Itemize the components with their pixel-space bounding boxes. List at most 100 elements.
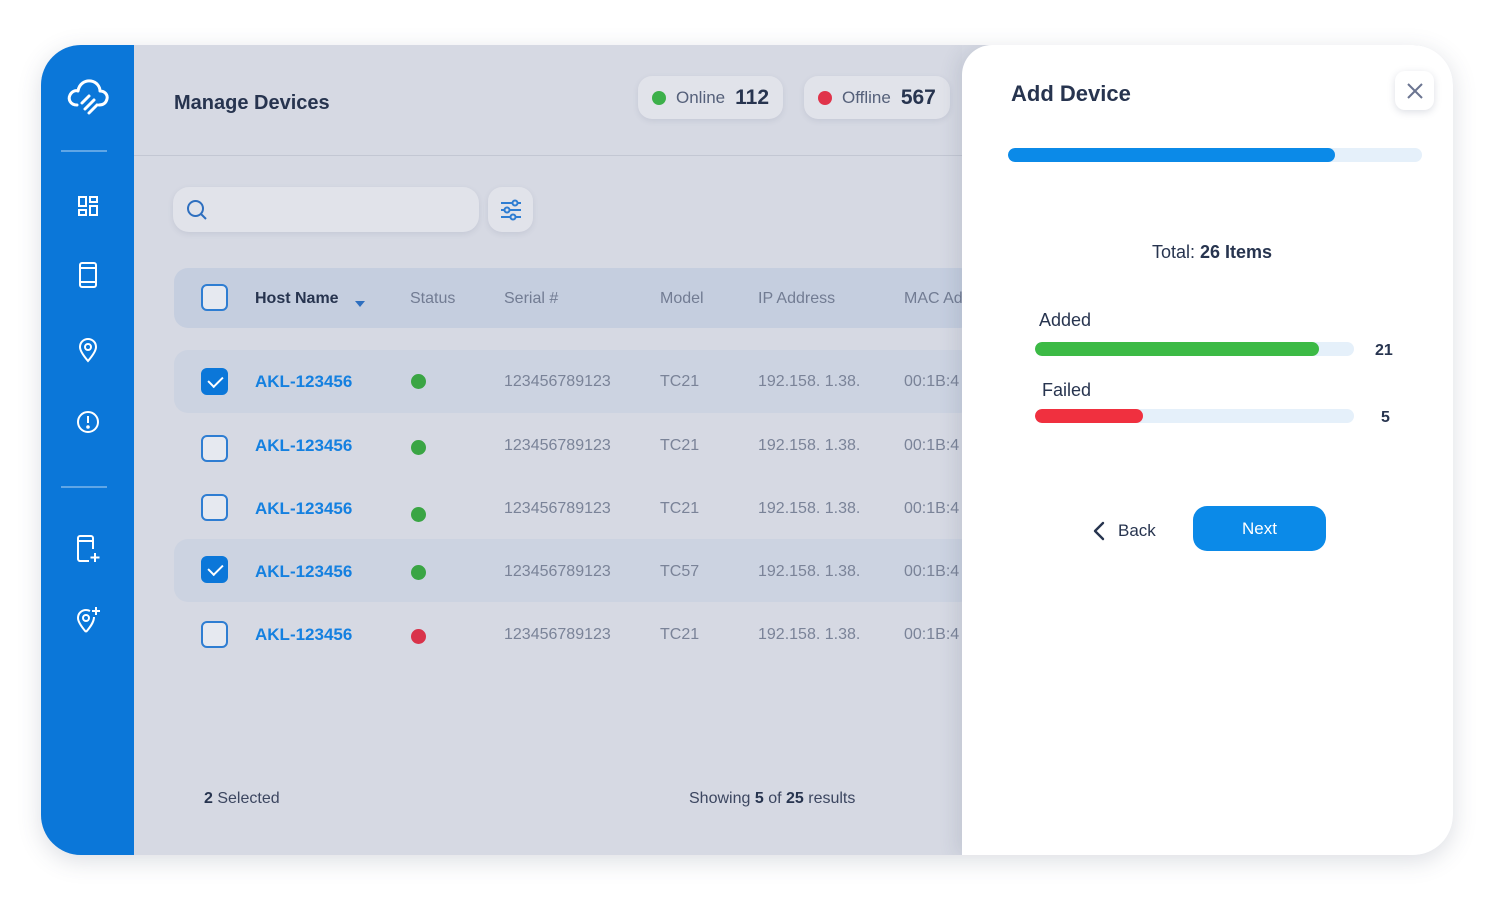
model-cell: TC21 [660, 500, 700, 517]
host-name-link[interactable]: AKL-123456 [255, 562, 353, 581]
column-status[interactable]: Status [410, 290, 456, 307]
online-dot-icon [652, 90, 666, 105]
sidebar-divider [61, 150, 107, 152]
ip-cell: 192.158. 1.38. [758, 437, 861, 454]
column-mac-address[interactable]: MAC Ad [904, 290, 963, 307]
wizard-progress-bar [1008, 148, 1422, 162]
showing-of: of [768, 790, 782, 807]
add-location-icon[interactable] [41, 605, 134, 635]
status-online-dot [411, 440, 426, 455]
sidebar [41, 45, 134, 855]
table-row[interactable]: AKL-123456 123456789123 TC21 192.158. 1.… [174, 413, 974, 476]
selected-count-text: 2 Selected [204, 790, 280, 808]
added-bar-fill [1035, 342, 1319, 356]
sliders-icon [500, 199, 521, 220]
showing-total: 25 [785, 790, 804, 807]
chevron-left-icon [1093, 521, 1105, 541]
serial-cell: 123456789123 [504, 500, 611, 517]
mac-cell: 00:1B:4 [904, 626, 960, 643]
row-checkbox[interactable] [201, 435, 228, 462]
selected-label: Selected [217, 790, 280, 807]
select-all-checkbox[interactable] [201, 284, 228, 311]
back-label: Back [1118, 521, 1156, 540]
host-name-link[interactable]: AKL-123456 [255, 372, 353, 391]
offline-count: 567 [900, 85, 936, 109]
sidebar-divider [61, 486, 107, 488]
panel-title: Add Device [1011, 81, 1131, 106]
alert-icon[interactable] [41, 409, 134, 435]
online-stat: Online 112 [638, 76, 784, 119]
status-online-dot [411, 507, 426, 522]
ip-cell: 192.158. 1.38. [758, 563, 861, 580]
close-icon [1406, 82, 1423, 99]
model-cell: TC21 [660, 373, 700, 390]
mac-cell: 00:1B:4 [904, 500, 960, 517]
serial-cell: 123456789123 [504, 373, 611, 390]
added-bar [1035, 342, 1354, 356]
offline-dot-icon [818, 90, 832, 105]
selected-count: 2 [204, 790, 213, 807]
serial-cell: 123456789123 [504, 563, 611, 580]
search-input[interactable] [173, 187, 479, 232]
ip-cell: 192.158. 1.38. [758, 626, 861, 643]
status-online-dot [411, 565, 426, 580]
app-window: Manage Devices Online 112 Offline 567 [41, 45, 1453, 855]
back-button[interactable]: Back [1092, 516, 1156, 546]
online-label: Online [676, 87, 726, 107]
close-button[interactable] [1395, 71, 1434, 110]
added-label: Added [1039, 310, 1092, 330]
add-device-panel: Add Device Total: 26 Items Added 21 Fail… [962, 45, 1453, 855]
mac-cell: 00:1B:4 [904, 563, 960, 580]
ip-cell: 192.158. 1.38. [758, 373, 861, 390]
model-cell: TC21 [660, 437, 700, 454]
model-cell: TC57 [660, 563, 700, 580]
total-label: Total: [1151, 242, 1195, 262]
offline-stat: Offline 567 [804, 76, 950, 119]
header-divider [134, 155, 962, 156]
failed-bar-fill [1035, 409, 1144, 423]
row-checkbox[interactable] [201, 556, 228, 583]
search-icon [186, 199, 208, 226]
total-value: 26 Items [1200, 242, 1273, 262]
offline-label: Offline [842, 87, 891, 107]
host-name-link[interactable]: AKL-123456 [255, 499, 353, 518]
table-row[interactable]: AKL-123456 123456789123 TC21 192.158. 1.… [174, 476, 974, 539]
add-device-icon[interactable] [41, 534, 134, 564]
wizard-progress-fill [1008, 148, 1336, 162]
column-model[interactable]: Model [660, 290, 704, 307]
mac-cell: 00:1B:4 [904, 437, 960, 454]
filter-button[interactable] [488, 187, 533, 232]
dashboard-icon[interactable] [41, 195, 134, 217]
table-row[interactable]: AKL-123456 123456789123 TC21 192.158. 1.… [174, 602, 974, 665]
next-button[interactable]: Next [1193, 506, 1326, 551]
table-row[interactable]: AKL-123456 123456789123 TC21 192.158. 1.… [174, 350, 974, 413]
location-icon[interactable] [41, 337, 134, 363]
showing-suffix: results [808, 790, 856, 807]
row-checkbox[interactable] [201, 494, 228, 521]
main-content: Manage Devices Online 112 Offline 567 [134, 45, 974, 855]
table-row[interactable]: AKL-123456 123456789123 TC57 192.158. 1.… [174, 539, 974, 602]
total-items: Total: 26 Items [962, 242, 1453, 263]
row-checkbox[interactable] [201, 621, 228, 648]
sort-down-icon[interactable] [354, 295, 366, 313]
table-header: Host Name Status Serial # Model IP Addre… [174, 268, 974, 328]
column-host-name[interactable]: Host Name [255, 290, 339, 307]
serial-cell: 123456789123 [504, 626, 611, 643]
added-count: 21 [1375, 342, 1393, 359]
host-name-link[interactable]: AKL-123456 [255, 436, 353, 455]
device-icon[interactable] [41, 261, 134, 289]
showing-prefix: Showing [689, 790, 751, 807]
column-ip-address[interactable]: IP Address [758, 290, 836, 307]
pagination-summary: Showing 5 of 25 results [689, 790, 855, 808]
showing-count: 5 [754, 790, 764, 807]
status-offline-dot [411, 629, 426, 644]
cloud-logo-icon [41, 75, 134, 119]
ip-cell: 192.158. 1.38. [758, 500, 861, 517]
page-title: Manage Devices [174, 92, 330, 114]
row-checkbox[interactable] [201, 368, 228, 395]
column-serial[interactable]: Serial # [504, 290, 559, 307]
host-name-link[interactable]: AKL-123456 [255, 625, 353, 644]
failed-bar [1035, 409, 1354, 423]
failed-label: Failed [1042, 380, 1092, 400]
online-count: 112 [735, 85, 770, 109]
